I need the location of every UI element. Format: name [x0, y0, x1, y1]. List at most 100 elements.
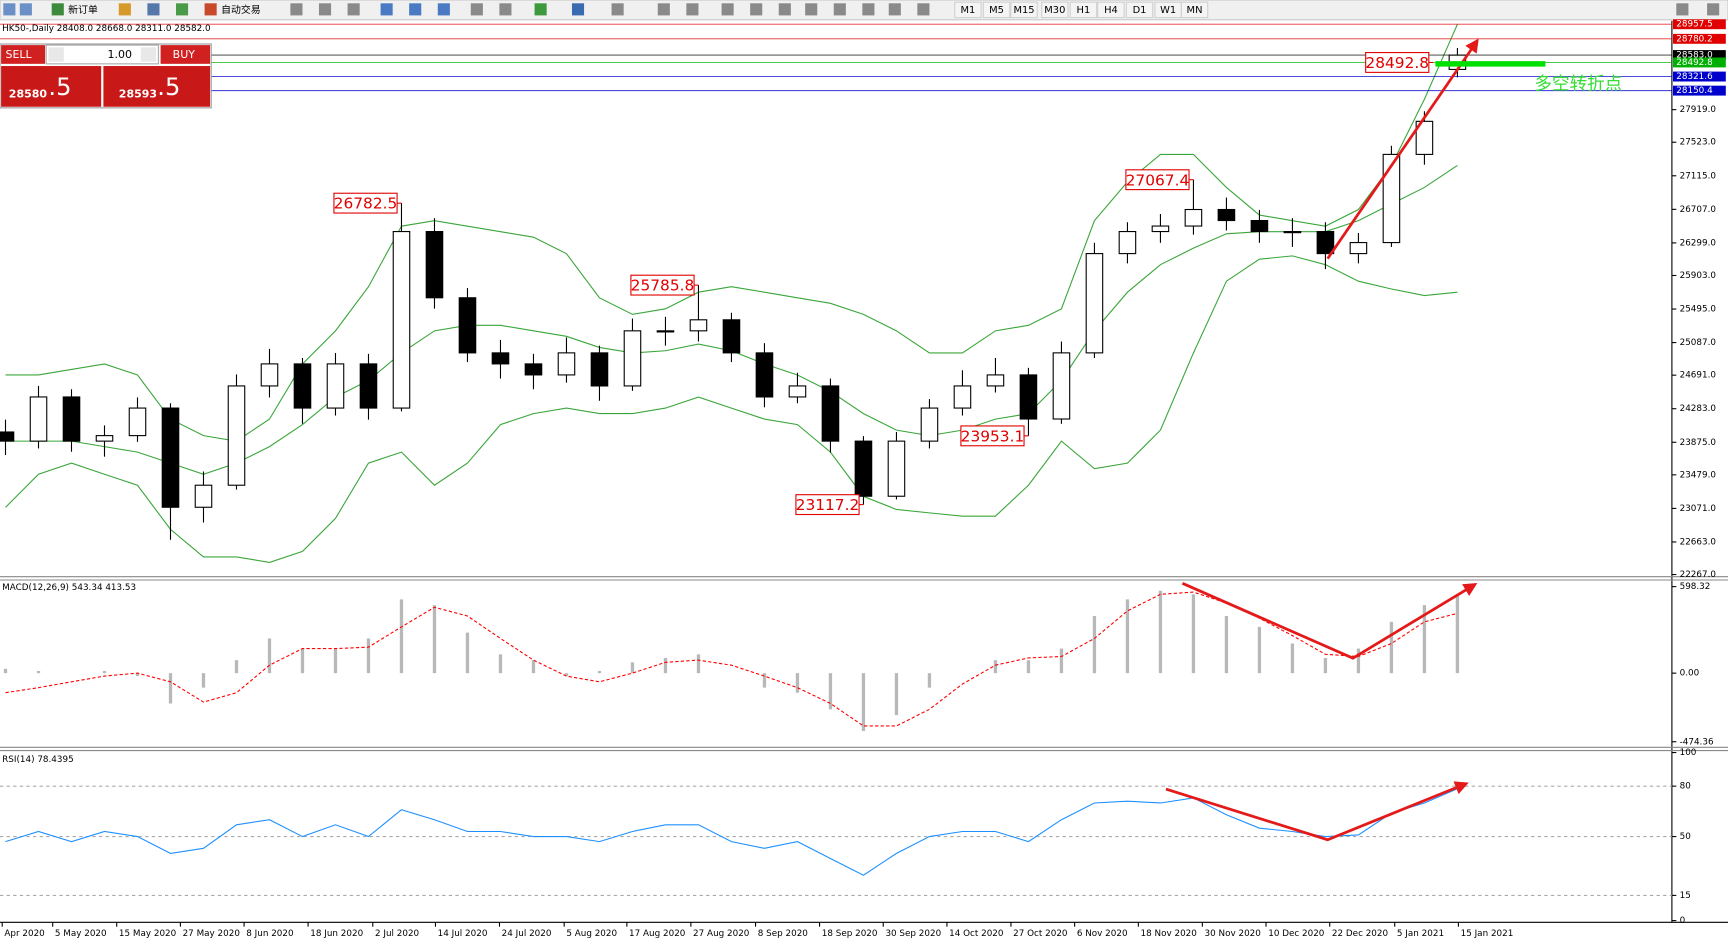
candle-body: [491, 352, 510, 365]
pivot-label: 多空转折点: [1534, 75, 1622, 95]
annotation-label: 23117.2: [796, 496, 860, 514]
timeframe-button[interactable]: [1010, 1, 1038, 19]
y-tick-label: 25495.0: [1680, 305, 1717, 315]
price-level-label: 28780.2: [1676, 34, 1712, 44]
price-level-label: 28583.0: [1676, 51, 1713, 61]
candle-body: [62, 396, 81, 442]
timeframe-button[interactable]: [954, 1, 982, 19]
bollinger-lower: [5, 255, 1458, 563]
candle-body: [887, 440, 906, 497]
price-level-label: 28492.8: [1676, 58, 1712, 68]
candle-body: [227, 385, 246, 486]
buy-button[interactable]: [160, 45, 211, 64]
x-tick-label: 24 Jul 2020: [502, 929, 552, 939]
y-tick-label: 0: [1680, 916, 1686, 926]
x-tick-label: 2 Jul 2020: [375, 929, 420, 939]
y-tick-label: 25087.0: [1680, 338, 1717, 348]
annotation-box: [1125, 169, 1190, 191]
lots-value[interactable]: 1.00: [107, 48, 131, 61]
candle-body: [1316, 231, 1335, 255]
x-tick-label: 30 Sep 2020: [885, 929, 941, 939]
annotation-label: 28492.8: [1365, 54, 1429, 72]
price-level-tag: [1673, 19, 1726, 30]
sell-price-box[interactable]: [1, 66, 102, 107]
timeframe-label[interactable]: M5: [989, 5, 1004, 16]
timeframe-bar: M1 M5 M15 M30 H1 H4 D1 W1 MN: [954, 1, 1209, 19]
timeframe-button[interactable]: [1041, 1, 1069, 19]
x-tick-label: 14 Oct 2020: [949, 929, 1004, 939]
sell-price[interactable]: 28580: [9, 88, 48, 101]
x-tick-label: Apr 2020: [4, 929, 45, 939]
y-tick-label: 24283.0: [1680, 404, 1717, 414]
y-tick-label: 0.00: [1680, 669, 1700, 679]
sell-button[interactable]: [1, 45, 46, 64]
sell-label[interactable]: SELL: [5, 48, 32, 61]
buy-pips[interactable]: .5: [157, 73, 180, 101]
candle-body: [590, 352, 609, 387]
toolbar-button[interactable]: 新订单: [68, 3, 98, 16]
timeframe-label[interactable]: MN: [1187, 5, 1203, 16]
price-level-label: 28957.5: [1676, 20, 1712, 30]
x-tick-label: 18 Sep 2020: [822, 929, 878, 939]
buy-price-box[interactable]: [103, 66, 211, 107]
timeframe-button[interactable]: [1180, 1, 1209, 19]
price-level-label: 28321.6: [1676, 72, 1713, 82]
candle-body: [293, 363, 312, 409]
panel-title: MACD(12,26,9) 543.34 413.53: [2, 583, 136, 593]
candle-body: [1184, 208, 1203, 227]
candle-body: [260, 363, 279, 387]
buy-price[interactable]: 28593: [119, 88, 157, 101]
x-tick-label: 18 Jun 2020: [310, 929, 363, 939]
y-tick-label: 25903.0: [1680, 271, 1717, 281]
timeframe-label[interactable]: W1: [1160, 5, 1176, 16]
candle-body: [623, 330, 642, 387]
y-tick-label: 100: [1680, 748, 1697, 758]
y-tick-label: 22663.0: [1680, 537, 1717, 547]
annotation-label: 23953.1: [961, 427, 1025, 445]
candle-body: [359, 363, 378, 409]
sell-pips[interactable]: .5: [48, 73, 71, 101]
y-tick-label: 27919.0: [1680, 105, 1717, 115]
x-tick-label: 30 Nov 2020: [1205, 929, 1262, 939]
x-tick-label: 27 May 2020: [183, 929, 241, 939]
price-level-tag: [1673, 71, 1726, 82]
timeframe-button[interactable]: [1125, 1, 1154, 19]
candle-body: [326, 363, 345, 409]
rsi-line: [5, 788, 1458, 876]
y-tick-label: 22267.0: [1680, 570, 1717, 580]
plot-layer: 28957.528780.228583.028492.828321.628150…: [0, 19, 1726, 939]
y-tick-label: 598.32: [1680, 582, 1711, 592]
candle-body: [392, 231, 411, 409]
lots-input[interactable]: [45, 44, 159, 65]
candle-body: [1118, 231, 1137, 255]
candle-body: [161, 407, 180, 508]
y-tick-label: 27523.0: [1680, 138, 1717, 148]
buy-label[interactable]: BUY: [173, 48, 196, 61]
price-level-label: 28150.4: [1676, 86, 1713, 96]
timeframe-label[interactable]: D1: [1133, 5, 1147, 16]
toolbar-button[interactable]: 自动交易: [221, 3, 261, 16]
annotation-box: [795, 494, 860, 516]
candle-body: [1250, 219, 1269, 233]
candle-body: [29, 396, 48, 442]
candle-body: [557, 352, 576, 376]
timeframe-button[interactable]: [1069, 1, 1098, 19]
timeframe-button[interactable]: [982, 1, 1011, 19]
candle-body: [1349, 242, 1368, 255]
macd-signal: [5, 591, 1458, 727]
timeframe-label[interactable]: M30: [1044, 5, 1065, 16]
y-tick-label: 23479.0: [1680, 470, 1717, 480]
price-level-tag: [1673, 85, 1726, 96]
trend-arrows: [1165, 38, 1479, 842]
x-tick-label: 10 Dec 2020: [1268, 929, 1325, 939]
candle-body: [788, 385, 807, 398]
x-tick-label: 18 Nov 2020: [1141, 929, 1198, 939]
x-tick-label: 5 May 2020: [55, 929, 107, 939]
timeframe-button[interactable]: [1097, 1, 1125, 19]
timeframe-label[interactable]: M15: [1013, 5, 1034, 16]
timeframe-label[interactable]: H1: [1077, 5, 1091, 16]
timeframe-label[interactable]: M1: [961, 5, 976, 16]
timeframe-label[interactable]: H4: [1104, 5, 1118, 16]
